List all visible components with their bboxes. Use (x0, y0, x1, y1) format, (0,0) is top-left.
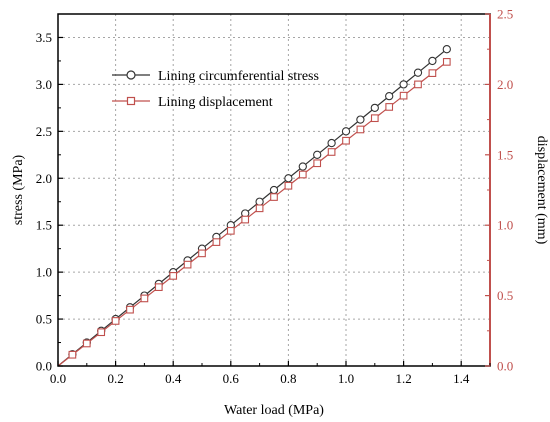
data-point-stress (413, 68, 423, 77)
data-point-displacement (198, 249, 206, 258)
legend-stress-marker (126, 70, 136, 80)
ticks: 0.0 0.2 0.4 0.6 0.8 1.0 1.2 1.4 0.0 0.5 1.0 1.5 2.0 2… (36, 7, 514, 387)
data-point-displacement (298, 170, 307, 179)
data-point-displacement (212, 238, 221, 246)
data-point-displacement (414, 80, 422, 89)
x-axis-title: Water load (MPa) (224, 403, 324, 418)
x-tick-label: 0.4 (165, 371, 182, 386)
legend-displacement-label: Lining displacement (158, 95, 273, 110)
data-point-displacement (226, 226, 235, 235)
data-point-displacement (140, 294, 149, 303)
x-tick-label: 1.0 (338, 371, 354, 386)
y-right-tick-label: 2.5 (497, 7, 513, 22)
series-line-1 (57, 61, 448, 367)
x-tick-label: 0.2 (107, 371, 123, 386)
data-point-displacement (169, 272, 178, 280)
data-point-displacement (68, 350, 77, 359)
data-point-displacement (241, 215, 250, 224)
y-left-tick-label: 1.0 (36, 265, 52, 280)
data-point-displacement (428, 69, 437, 77)
y-left-tick-label: 0.0 (36, 359, 52, 374)
x-tick-label: 0.8 (280, 371, 296, 386)
y-left-tick-label: 0.5 (36, 312, 52, 327)
data-point-stress (399, 80, 408, 89)
x-tick-label: 0.0 (50, 371, 66, 386)
data-point-stress (356, 115, 365, 124)
legend-stress-label: Lining circumferential stress (158, 69, 319, 84)
data-point-stress (442, 45, 451, 54)
y-left-axis-title: stress (MPa) (11, 154, 26, 225)
y-right-tick-label: 2.0 (497, 77, 513, 92)
data-point-displacement (255, 204, 264, 213)
data-point-displacement (356, 125, 365, 134)
data-point-stress (327, 138, 336, 148)
data-point-displacement (126, 305, 134, 314)
data-point-stress (298, 162, 307, 171)
y-right-tick-label: 1.0 (497, 218, 513, 233)
data-point-displacement (111, 317, 120, 325)
data-point-stress (428, 56, 437, 66)
data-point-displacement (154, 283, 163, 292)
data-point-stress (269, 185, 279, 195)
data-point-displacement (342, 136, 350, 145)
data-point-stress (255, 197, 264, 206)
y-right-tick-label: 1.5 (497, 147, 513, 162)
y-left-tick-label: 2.5 (36, 124, 52, 139)
x-tick-label: 1.4 (453, 371, 470, 386)
legend: Lining circumferential stress Lining dis… (112, 69, 319, 110)
data-point-displacement (82, 339, 91, 348)
data-point-displacement (270, 193, 278, 201)
data-point-stress (370, 103, 379, 113)
y-right-tick-label: 0.5 (497, 288, 513, 303)
y-right-tick-label: 0.0 (497, 359, 513, 374)
legend-item-stress: Lining circumferential stress (112, 69, 319, 84)
x-tick-label: 0.6 (223, 371, 240, 386)
series-line-0 (57, 48, 448, 367)
legend-item-displacement: Lining displacement (112, 95, 273, 110)
data-point-displacement (327, 148, 336, 156)
series-layer (57, 45, 451, 367)
data-point-displacement (399, 91, 408, 100)
data-point-stress (313, 150, 322, 159)
data-point-stress (284, 174, 293, 183)
data-point-displacement (313, 159, 322, 168)
data-point-stress (385, 91, 394, 101)
data-point-displacement (284, 181, 293, 190)
y-left-tick-label: 3.0 (36, 77, 52, 92)
y-left-tick-label: 2.0 (36, 171, 52, 186)
data-point-displacement (183, 260, 192, 269)
x-tick-label: 1.2 (395, 371, 411, 386)
grid (58, 14, 490, 366)
data-point-displacement (385, 103, 394, 111)
legend-displacement-marker (126, 96, 136, 106)
y-left-tick-label: 3.5 (36, 30, 52, 45)
data-point-stress (341, 127, 351, 136)
data-point-displacement (442, 58, 451, 66)
y-left-tick-label: 1.5 (36, 218, 52, 233)
data-point-displacement (370, 114, 379, 123)
data-point-displacement (97, 328, 106, 337)
y-right-axis-title: displacement (mm) (534, 136, 549, 245)
